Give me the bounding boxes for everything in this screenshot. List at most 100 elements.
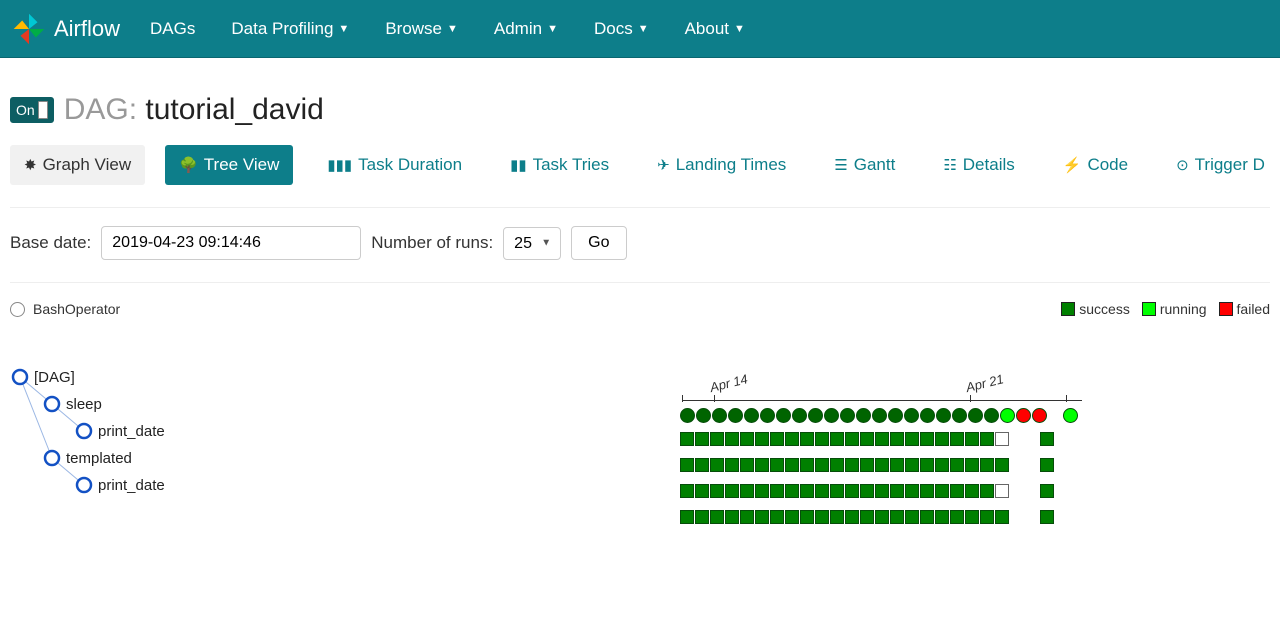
task-instance-box[interactable] (890, 484, 904, 498)
go-button[interactable]: Go (571, 226, 626, 260)
task-instance-box[interactable] (845, 432, 859, 446)
dag-run-dot[interactable] (744, 408, 759, 423)
brand-logo[interactable]: Airflow (12, 12, 120, 46)
task-instance-box[interactable] (815, 458, 829, 472)
task-instance-box[interactable] (710, 458, 724, 472)
task-instance-box[interactable] (740, 458, 754, 472)
dag-run-dot[interactable] (856, 408, 871, 423)
dag-run-dot[interactable] (696, 408, 711, 423)
task-instance-box[interactable] (980, 510, 994, 524)
dag-run-dot[interactable] (1000, 408, 1015, 423)
task-instance-box[interactable] (920, 432, 934, 446)
task-instance-box[interactable] (830, 484, 844, 498)
dag-run-dot[interactable] (1063, 408, 1078, 423)
task-instance-box[interactable] (845, 458, 859, 472)
tab-gantt[interactable]: ☰Gantt (820, 145, 909, 185)
task-instance-box[interactable] (710, 432, 724, 446)
tab-landing-times[interactable]: ✈Landing Times (643, 145, 800, 185)
task-instance-box[interactable] (1040, 484, 1054, 498)
task-instance-box[interactable] (890, 510, 904, 524)
task-instance-box[interactable] (920, 458, 934, 472)
task-instance-box[interactable] (965, 484, 979, 498)
task-instance-box[interactable] (950, 510, 964, 524)
task-instance-box[interactable] (935, 458, 949, 472)
tree-node[interactable] (45, 451, 59, 465)
task-instance-box[interactable] (710, 510, 724, 524)
task-instance-box[interactable] (1040, 432, 1054, 446)
task-instance-box[interactable] (860, 458, 874, 472)
task-instance-box[interactable] (755, 432, 769, 446)
dag-run-dot[interactable] (952, 408, 967, 423)
dag-run-dot[interactable] (968, 408, 983, 423)
tree-node[interactable] (45, 397, 59, 411)
dag-run-dot[interactable] (808, 408, 823, 423)
task-instance-box[interactable] (830, 432, 844, 446)
tree-node[interactable] (13, 370, 27, 384)
nav-about[interactable]: About▼ (685, 19, 745, 39)
dag-run-dot[interactable] (888, 408, 903, 423)
task-instance-box[interactable] (800, 510, 814, 524)
dag-run-dot[interactable] (1032, 408, 1047, 423)
task-instance-box[interactable] (1040, 510, 1054, 524)
task-instance-box[interactable] (725, 432, 739, 446)
task-instance-box[interactable] (845, 484, 859, 498)
task-instance-box[interactable] (905, 484, 919, 498)
dag-run-dot[interactable] (792, 408, 807, 423)
task-instance-box[interactable] (830, 510, 844, 524)
dag-run-dot[interactable] (728, 408, 743, 423)
task-instance-box[interactable] (770, 432, 784, 446)
task-instance-box[interactable] (815, 484, 829, 498)
tab-code[interactable]: ⚡Code (1049, 145, 1142, 185)
task-instance-box[interactable] (890, 432, 904, 446)
task-instance-box[interactable] (800, 432, 814, 446)
nav-data-profiling[interactable]: Data Profiling▼ (231, 19, 349, 39)
task-instance-box[interactable] (905, 432, 919, 446)
dag-run-dot[interactable] (984, 408, 999, 423)
task-instance-box[interactable] (965, 458, 979, 472)
task-instance-box[interactable] (725, 510, 739, 524)
task-instance-box[interactable] (695, 510, 709, 524)
task-instance-box[interactable] (935, 510, 949, 524)
task-instance-box[interactable] (785, 458, 799, 472)
task-instance-box[interactable] (860, 432, 874, 446)
task-instance-box[interactable] (890, 458, 904, 472)
task-instance-box[interactable] (965, 432, 979, 446)
dag-run-dot[interactable] (712, 408, 727, 423)
task-instance-box[interactable] (755, 458, 769, 472)
nav-admin[interactable]: Admin▼ (494, 19, 558, 39)
task-instance-box[interactable] (800, 458, 814, 472)
task-instance-box[interactable] (785, 510, 799, 524)
task-instance-box[interactable] (740, 484, 754, 498)
task-instance-box[interactable] (740, 510, 754, 524)
dag-run-dot[interactable] (904, 408, 919, 423)
dag-run-dot[interactable] (840, 408, 855, 423)
task-instance-box[interactable] (980, 458, 994, 472)
dag-run-dot[interactable] (776, 408, 791, 423)
task-instance-box[interactable] (995, 484, 1009, 498)
dag-run-dot[interactable] (936, 408, 951, 423)
task-instance-box[interactable] (905, 510, 919, 524)
task-instance-box[interactable] (875, 510, 889, 524)
task-instance-box[interactable] (815, 510, 829, 524)
task-instance-box[interactable] (740, 432, 754, 446)
tree-node[interactable] (77, 478, 91, 492)
task-instance-box[interactable] (785, 484, 799, 498)
nav-browse[interactable]: Browse▼ (385, 19, 458, 39)
task-instance-box[interactable] (770, 458, 784, 472)
tab-details[interactable]: ☷Details (929, 145, 1028, 185)
task-instance-box[interactable] (725, 484, 739, 498)
tab-task-tries[interactable]: ▮▮Task Tries (496, 145, 623, 185)
task-instance-box[interactable] (995, 432, 1009, 446)
num-runs-select[interactable]: 25 (503, 227, 561, 260)
task-instance-box[interactable] (1040, 458, 1054, 472)
task-instance-box[interactable] (755, 484, 769, 498)
task-instance-box[interactable] (680, 484, 694, 498)
dag-toggle[interactable]: On (10, 97, 54, 123)
task-instance-box[interactable] (920, 510, 934, 524)
dag-run-dot[interactable] (872, 408, 887, 423)
tab-graph-view[interactable]: ✸Graph View (10, 145, 145, 185)
task-instance-box[interactable] (830, 458, 844, 472)
task-instance-box[interactable] (875, 484, 889, 498)
task-instance-box[interactable] (695, 458, 709, 472)
dag-run-dot[interactable] (680, 408, 695, 423)
